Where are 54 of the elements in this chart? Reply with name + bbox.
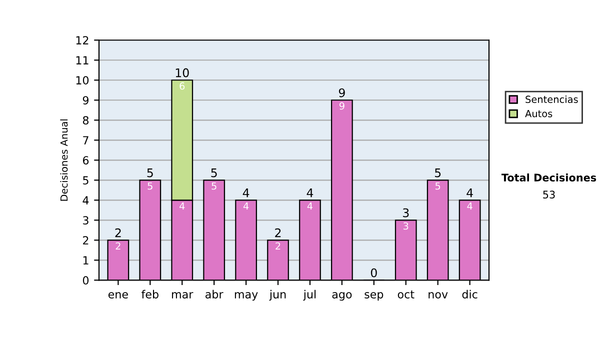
data-label: 2 — [276, 242, 280, 250]
data-label: 2 — [116, 242, 120, 250]
data-label: 3 — [404, 222, 408, 230]
y-tick-label: 1 — [83, 256, 88, 264]
data-label: 4 — [179, 202, 185, 210]
x-tick-label: jul — [303, 290, 316, 301]
y-tick-label: 5 — [83, 176, 88, 185]
data-label: 5 — [436, 182, 440, 190]
total-label: 2 — [115, 228, 121, 238]
y-tick-label: 8 — [82, 116, 89, 125]
total-label: 4 — [306, 188, 314, 198]
x-tick-label: jun — [269, 290, 286, 301]
y-tick-label: 3 — [83, 216, 88, 225]
x-tick-label: feb — [142, 290, 158, 298]
total-label: 5 — [211, 168, 217, 178]
y-tick-label: 10 — [76, 76, 89, 85]
x-tick-label: nov — [428, 292, 448, 298]
x-tick-label: oct — [398, 290, 414, 298]
y-tick-label: 6 — [82, 156, 89, 165]
y-tick-label: 4 — [82, 196, 89, 204]
y-tick-label: 0 — [82, 276, 89, 285]
x-tick-label: may — [234, 292, 258, 301]
total-label: 2 — [275, 228, 281, 238]
data-label: 6 — [180, 82, 185, 90]
x-tick-label: ene — [108, 292, 128, 298]
total-label: 5 — [435, 168, 441, 178]
x-tick-label: abr — [206, 290, 224, 298]
x-tick-label: ago — [332, 292, 352, 301]
y-axis-title: Decisiones Anual — [60, 119, 68, 201]
x-tick-label: sep — [364, 292, 384, 301]
x-tick-label: dic — [462, 290, 478, 298]
text: 53 — [543, 190, 555, 199]
total-label: 10 — [176, 68, 189, 78]
total-label: 0 — [370, 268, 377, 278]
y-tick-label: 7 — [83, 136, 88, 144]
data-label: 4 — [307, 202, 313, 210]
data-label: 9 — [339, 102, 344, 110]
y-tick-label: 2 — [83, 236, 88, 244]
legend-label: Sentencias — [526, 95, 578, 104]
legend-label: Autos — [525, 110, 552, 118]
total-label: 9 — [338, 88, 345, 98]
data-label: 4 — [467, 202, 472, 210]
total-label: 5 — [147, 168, 153, 178]
data-label: 4 — [243, 202, 249, 210]
total-label: 3 — [403, 208, 409, 218]
y-tick-label: 11 — [76, 56, 88, 64]
data-label: 5 — [148, 182, 152, 190]
y-tick-label: 12 — [76, 36, 88, 44]
total-label: 4 — [242, 188, 250, 198]
total-label: 4 — [466, 188, 473, 198]
x-tick-label: mar — [172, 292, 194, 298]
text: Total Decisiones — [501, 173, 596, 182]
data-label: 5 — [212, 182, 216, 190]
y-tick-label: 9 — [82, 96, 88, 105]
